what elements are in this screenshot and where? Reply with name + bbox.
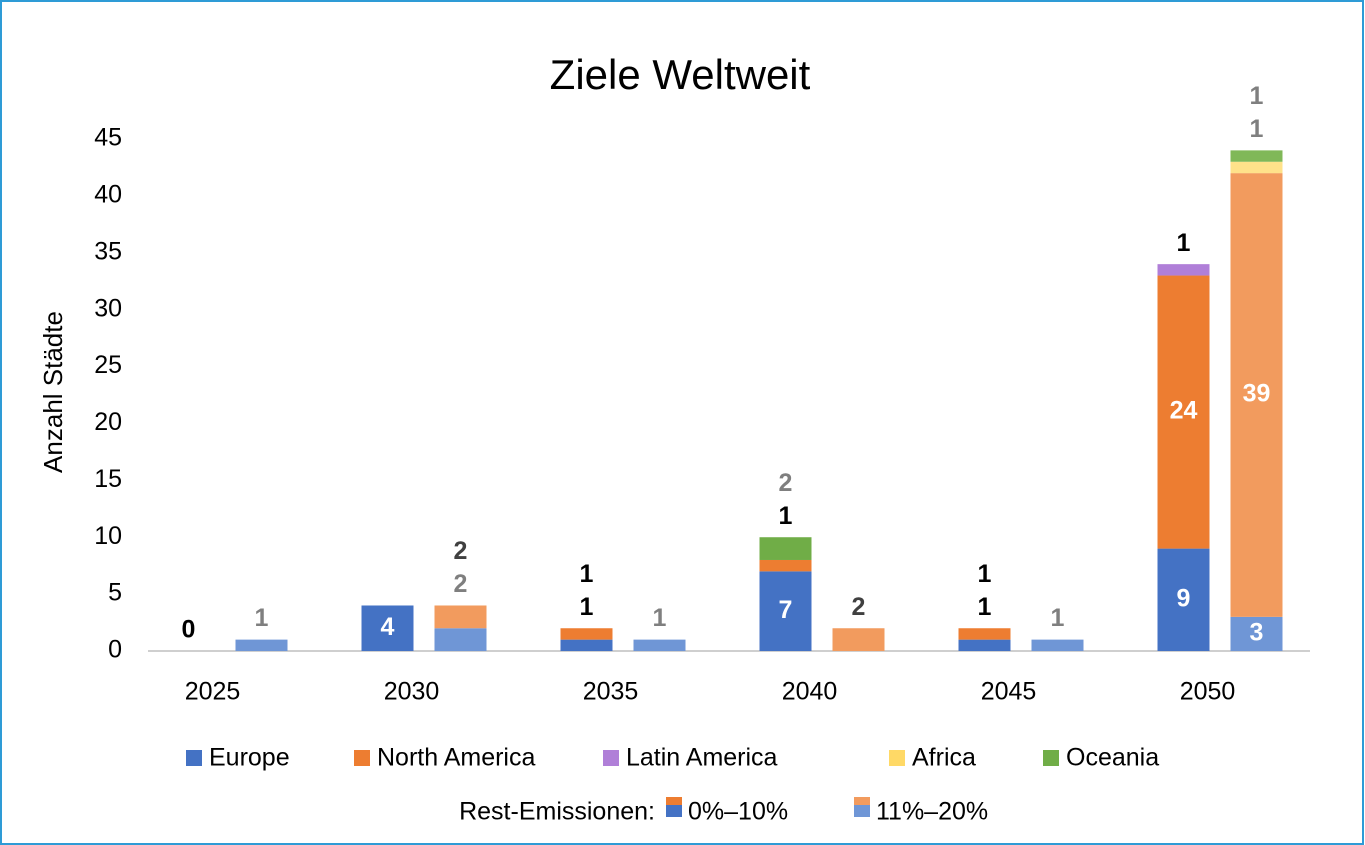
data-label: 1 (978, 593, 992, 621)
data-label: 2 (852, 593, 866, 621)
y-tick-label: 40 (94, 180, 122, 208)
legend-label: Latin America (626, 744, 778, 772)
data-label: 1 (580, 560, 594, 588)
bar-segment (235, 639, 288, 651)
data-label: 1 (1051, 604, 1065, 632)
legend-swatch (354, 750, 370, 766)
y-tick-label: 30 (94, 294, 122, 322)
y-axis-label: Anzahl Städte (38, 311, 68, 473)
data-label: 1 (580, 593, 594, 621)
legend-swatch-bottom (666, 805, 682, 817)
bar-segment (560, 639, 613, 651)
legend-swatch-top (854, 797, 870, 805)
y-tick-label: 20 (94, 408, 122, 436)
legend-label: 11%–20% (876, 798, 988, 826)
bar-segment (1031, 639, 1084, 651)
y-tick-label: 5 (108, 579, 122, 607)
bar-segment (1157, 264, 1210, 276)
data-label: 1 (255, 604, 269, 632)
data-label: 2 (454, 570, 468, 598)
bar-segment (958, 639, 1011, 651)
data-label: 1 (653, 604, 667, 632)
legend-swatch (889, 750, 905, 766)
x-tick-label: 2035 (583, 678, 639, 706)
data-label: 9 (1177, 584, 1191, 612)
data-label: 1 (779, 502, 793, 530)
bar-segment (1230, 173, 1283, 617)
data-label: 2 (454, 537, 468, 565)
legend-swatch-top (666, 797, 682, 805)
data-label: 0 (182, 616, 196, 644)
y-tick-label: 0 (108, 636, 122, 664)
legend-label: Europe (209, 744, 290, 772)
legend-label: North America (377, 744, 535, 772)
data-label: 24 (1170, 397, 1198, 425)
x-tick-label: 2045 (981, 678, 1037, 706)
y-tick-label: 10 (94, 522, 122, 550)
legend-stacks-title: Rest-Emissionen: (459, 798, 655, 826)
data-label: 1 (1177, 229, 1191, 257)
legend-swatch (186, 750, 202, 766)
bar-segment (1157, 275, 1210, 549)
x-tick-label: 2040 (782, 678, 838, 706)
x-tick-label: 2025 (185, 678, 241, 706)
bar-segment (759, 571, 812, 651)
bar-segment (1230, 161, 1283, 174)
y-tick-label: 35 (94, 237, 122, 265)
data-label: 7 (779, 596, 793, 624)
bar-segment (759, 537, 812, 560)
data-label: 1 (1250, 115, 1264, 143)
legend-swatch (603, 750, 619, 766)
legend-swatch-bottom (854, 805, 870, 817)
legend-label: Africa (912, 744, 976, 772)
bar-segment (633, 639, 686, 651)
bar-segment (1230, 616, 1283, 651)
data-label: 4 (381, 613, 395, 641)
legend-swatch (1043, 750, 1059, 766)
data-label: 1 (978, 560, 992, 588)
x-tick-label: 2050 (1180, 678, 1236, 706)
bar-segment (759, 559, 812, 572)
y-tick-label: 15 (94, 465, 122, 493)
data-label: 2 (779, 469, 793, 497)
data-label: 1 (1250, 82, 1264, 110)
bar-segment (560, 628, 613, 640)
bar-segment (958, 628, 1011, 640)
bar-segment (832, 628, 885, 651)
y-tick-label: 45 (94, 124, 122, 152)
data-label: 3 (1250, 619, 1264, 647)
chart-title: Ziele Weltweit (550, 51, 811, 98)
bar-segment (434, 605, 487, 629)
bar-segment (1157, 548, 1210, 651)
y-tick-label: 25 (94, 351, 122, 379)
bar-segment (1230, 150, 1283, 162)
legend-label: Oceania (1066, 744, 1159, 772)
bar-segment (434, 628, 487, 651)
x-tick-label: 2030 (384, 678, 440, 706)
data-label: 39 (1243, 380, 1271, 408)
bar-segment (361, 605, 414, 651)
legend-label: 0%–10% (688, 798, 788, 826)
